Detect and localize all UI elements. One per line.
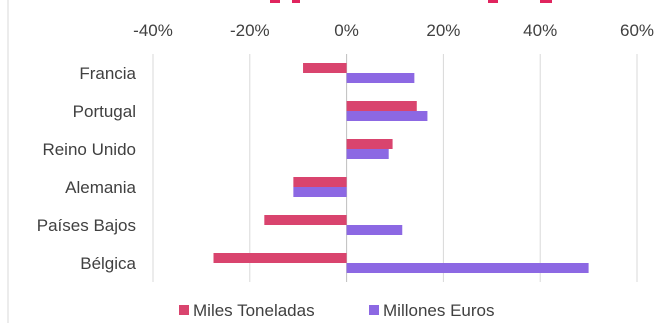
bar [213,253,347,263]
legend-label: Miles Toneladas [193,301,315,320]
category-label: Bélgica [80,254,136,273]
category-label: Reino Unido [42,140,136,159]
bar [346,111,428,121]
x-tick-labels: -40% -20% 0% 20% 40% 60% [133,21,654,40]
x-tick-label: 40% [523,21,557,40]
bar [303,63,347,73]
bar [293,177,347,187]
category-labels: Francia Portugal Reino Unido Alemania Países… [37,64,137,273]
category-label: Francia [79,64,136,83]
clipped-title-fragment [270,0,552,3]
x-tick-label: -40% [133,21,173,40]
bar [293,187,347,197]
legend: Miles Toneladas Millones Euros [179,301,495,320]
bar [346,73,415,83]
gridlines [152,54,638,282]
bar [346,149,389,159]
x-tick-label: 0% [334,21,359,40]
category-label: Portugal [73,102,136,121]
category-label: Alemania [65,178,136,197]
legend-swatch [179,305,189,315]
category-label: Países Bajos [37,216,136,235]
bar [346,263,589,273]
legend-swatch [369,305,379,315]
x-tick-label: -20% [230,21,270,40]
bar [264,215,347,225]
x-tick-label: 60% [620,21,654,40]
bars [213,63,589,273]
bar [346,139,393,149]
bar [346,225,403,235]
legend-label: Millones Euros [383,301,495,320]
x-tick-label: 20% [426,21,460,40]
bar [346,101,417,111]
